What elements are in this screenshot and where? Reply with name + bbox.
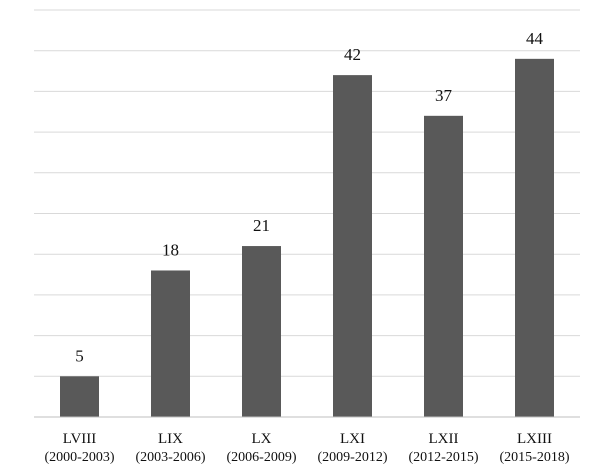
data-labels: 5 18 21 42 37 44 bbox=[75, 29, 543, 365]
gridlines bbox=[34, 9, 580, 377]
category-label-name: LXIII bbox=[517, 431, 552, 447]
data-label: 21 bbox=[253, 216, 270, 235]
category-label-period: (2012-2015) bbox=[409, 450, 479, 465]
data-label: 5 bbox=[75, 346, 84, 365]
category-label-period: (2006-2009) bbox=[227, 450, 297, 465]
data-label: 42 bbox=[344, 45, 361, 64]
data-label: 37 bbox=[435, 86, 453, 105]
category-labels: LVIII (2000-2003) LIX (2003-2006) LX (2006-20… bbox=[45, 431, 570, 465]
bar bbox=[515, 58, 554, 418]
category-label-period: (2009-2012) bbox=[318, 450, 388, 465]
bars bbox=[60, 58, 554, 418]
category-label-period: (2015-2018) bbox=[500, 450, 570, 465]
category-label-name: LVIII bbox=[63, 431, 97, 447]
data-label: 44 bbox=[526, 29, 544, 48]
bar bbox=[333, 75, 372, 418]
bar bbox=[242, 246, 281, 417]
category-label-name: LXI bbox=[340, 431, 365, 447]
bar bbox=[151, 270, 190, 417]
data-label: 18 bbox=[162, 240, 179, 259]
bar bbox=[60, 376, 99, 417]
category-label-name: LXII bbox=[429, 431, 459, 447]
category-label-period: (2000-2003) bbox=[45, 450, 115, 465]
category-label-name: LIX bbox=[158, 431, 183, 447]
category-label-name: LX bbox=[252, 431, 272, 447]
bar bbox=[424, 115, 463, 417]
category-label-period: (2003-2006) bbox=[136, 450, 206, 465]
